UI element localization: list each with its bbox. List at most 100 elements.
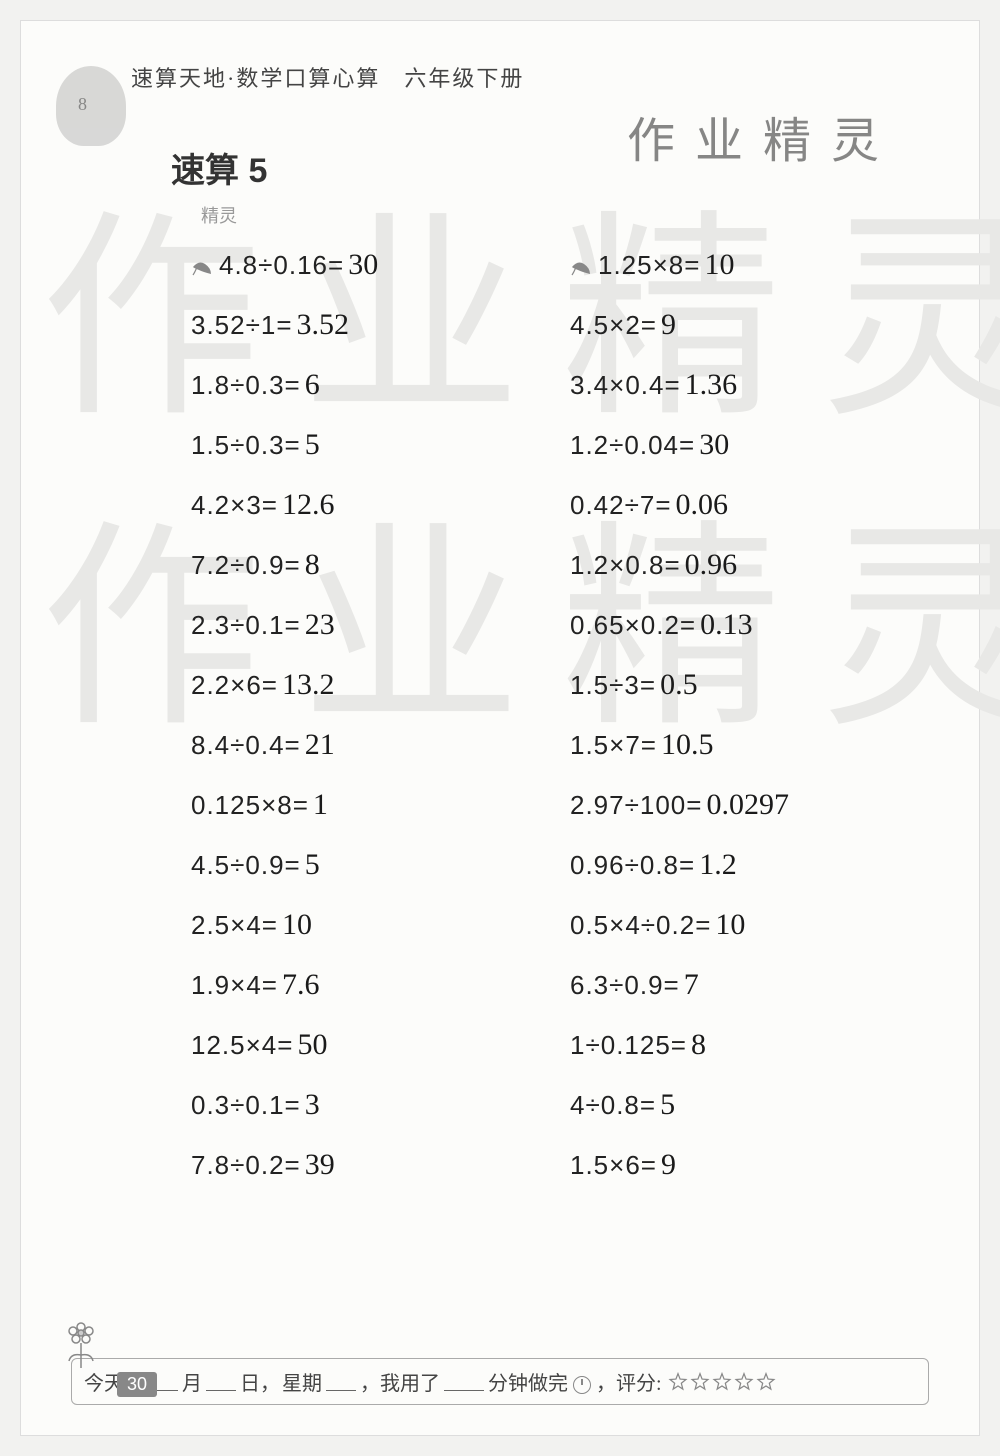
star-icon [690,1372,710,1392]
math-problem: 2.3÷0.1=23 [191,608,530,642]
worksheet-page: 速算天地·数学口算心算 六年级下册 作业精灵 作业精灵 作业精灵 速算 5 精灵… [20,20,980,1436]
problem-expression: 4.8÷0.16= [219,250,344,281]
handwritten-answer: 9 [661,1148,676,1182]
math-problem: 7.2÷0.9=8 [191,548,530,582]
problem-expression: 4÷0.8= [570,1090,656,1121]
math-problem: 8.4÷0.4=21 [191,728,530,762]
footer-text: ，评分: [596,1367,662,1396]
handwritten-answer: 1.36 [685,368,738,402]
math-problem: 0.125×8=1 [191,788,530,822]
section-subtag: 精灵 [201,202,929,228]
handwritten-answer: 9 [661,308,676,342]
handwritten-answer: 8 [305,548,320,582]
footer-text: 星期 [282,1367,322,1396]
handwritten-answer: 0.13 [700,608,753,642]
math-problem: 1.8÷0.3=6 [191,368,530,402]
problem-expression: 2.3÷0.1= [191,610,301,641]
handwritten-answer: 8 [691,1028,706,1062]
handwritten-answer: 0.96 [685,548,738,582]
problem-expression: 12.5×4= [191,1030,293,1061]
math-problem: 1.5×7=10.5 [570,728,909,762]
math-problem: 0.65×0.2=0.13 [570,608,909,642]
handwritten-answer: 39 [305,1148,335,1182]
handwritten-answer: 0.5 [660,668,698,702]
handwritten-answer: 1.2 [699,848,737,882]
problem-expression: 7.8÷0.2= [191,1150,301,1181]
footer: 今天是 月 日， 星期 ，我用了 分钟做完 ，评分: 30 [71,1358,929,1405]
problem-expression: 1.8÷0.3= [191,370,301,401]
page-number: 30 [117,1372,157,1397]
problem-expression: 0.96÷0.8= [570,850,695,881]
handwritten-answer: 3 [305,1088,320,1122]
footer-text: 日， [240,1367,280,1396]
math-problem: 1÷0.125=8 [570,1028,909,1062]
problem-expression: 1.5×6= [570,1150,657,1181]
handwritten-answer: 3.52 [297,308,350,342]
math-problem: 1.2÷0.04=30 [570,428,909,462]
problem-expression: 2.97÷100= [570,790,702,821]
footer-text: ，我用了 [360,1367,440,1396]
math-problem: 4.8÷0.16=30 [191,248,530,282]
weekday-blank[interactable] [326,1373,356,1391]
math-problem: 3.52÷1=3.52 [191,308,530,342]
flower-icon [61,1313,101,1373]
day-blank[interactable] [206,1373,236,1391]
problem-expression: 4.5÷0.9= [191,850,301,881]
handwritten-answer: 1 [313,788,328,822]
math-problem: 12.5×4=50 [191,1028,530,1062]
math-problem: 1.5×6=9 [570,1148,909,1182]
problem-expression: 4.5×2= [570,310,657,341]
handwritten-answer: 0.06 [676,488,729,522]
problem-expression: 7.2÷0.9= [191,550,301,581]
math-problem: 1.2×0.8=0.96 [570,548,909,582]
handwritten-answer: 6 [305,368,320,402]
footer-box: 今天是 月 日， 星期 ，我用了 分钟做完 ，评分: [71,1358,929,1405]
problem-expression: 0.3÷0.1= [191,1090,301,1121]
problem-expression: 0.42÷7= [570,490,672,521]
footer-text: 分钟做完 [488,1367,568,1396]
problem-expression: 2.5×4= [191,910,278,941]
math-problem: 0.96÷0.8=1.2 [570,848,909,882]
handwritten-answer: 10 [704,248,734,282]
problem-expression: 8.4÷0.4= [191,730,301,761]
math-problem: 0.3÷0.1=3 [191,1088,530,1122]
mascot-icon [56,66,126,146]
handwritten-answer: 7.6 [282,968,320,1002]
star-icon [734,1372,754,1392]
problem-expression: 3.4×0.4= [570,370,681,401]
handwritten-answer: 23 [305,608,335,642]
problem-expression: 1.2÷0.04= [570,430,695,461]
handwritten-answer: 10 [282,908,312,942]
problem-expression: 0.65×0.2= [570,610,696,641]
problems-grid: 4.8÷0.16=301.25×8=103.52÷1=3.524.5×2=91.… [71,248,929,1182]
math-problem: 4.5×2=9 [570,308,909,342]
math-problem: 3.4×0.4=1.36 [570,368,909,402]
handwritten-answer: 0.0297 [706,788,789,822]
problem-expression: 1.25×8= [598,250,700,281]
math-problem: 4÷0.8=5 [570,1088,909,1122]
problem-expression: 1÷0.125= [570,1030,687,1061]
problem-expression: 2.2×6= [191,670,278,701]
math-problem: 2.97÷100=0.0297 [570,788,909,822]
handwritten-answer: 12.6 [282,488,335,522]
math-problem: 4.2×3=12.6 [191,488,530,522]
problem-expression: 6.3÷0.9= [570,970,680,1001]
math-problem: 2.5×4=10 [191,908,530,942]
handwritten-answer: 30 [348,248,378,282]
star-icon [668,1372,688,1392]
math-problem: 6.3÷0.9=7 [570,968,909,1002]
handwritten-answer: 50 [297,1028,327,1062]
handwritten-answer: 10 [715,908,745,942]
problem-expression: 1.9×4= [191,970,278,1001]
math-problem: 1.5÷0.3=5 [191,428,530,462]
star-icon [712,1372,732,1392]
math-problem: 7.8÷0.2=39 [191,1148,530,1182]
minutes-blank[interactable] [444,1373,484,1391]
math-problem: 1.9×4=7.6 [191,968,530,1002]
clock-icon [573,1376,591,1394]
book-series-title: 速算天地·数学口算心算 六年级下册 [131,61,929,93]
section-title: 速算 5 [171,143,929,192]
footer-text: 月 [182,1367,202,1396]
math-problem: 1.25×8=10 [570,248,909,282]
handwritten-answer: 7 [684,968,699,1002]
